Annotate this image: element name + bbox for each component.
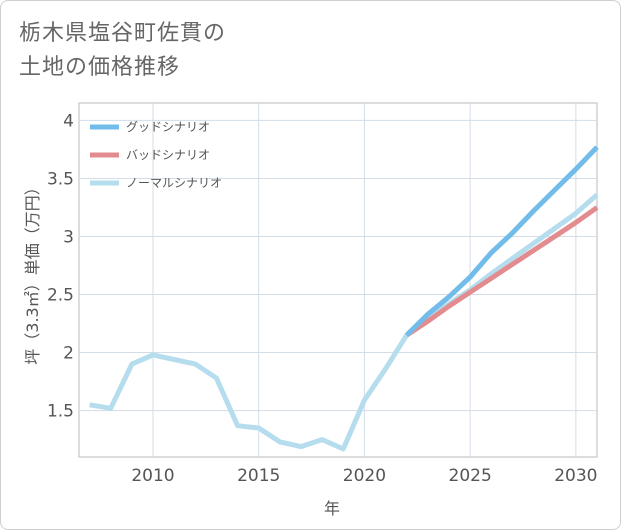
x-tick-label: 2030: [554, 466, 597, 486]
y-tick-label: 2.5: [47, 286, 74, 306]
x-tick-label: 2010: [131, 466, 174, 486]
plot-frame: [78, 102, 598, 458]
legend-label: バッドシナリオ: [126, 148, 210, 162]
chart-title-line-1: 栃木県塩谷町佐貫の: [19, 21, 227, 46]
x-tick-label: 2025: [449, 466, 492, 486]
series-line-0: [404, 145, 599, 337]
y-tick-label: 2: [63, 344, 74, 364]
chart-title: 栃木県塩谷町佐貫の 土地の価格推移: [19, 17, 226, 85]
legend-label: グッドシナリオ: [126, 120, 210, 134]
y-tick-label: 3.5: [47, 169, 74, 189]
legend-label: ノーマルシナリオ: [126, 176, 222, 190]
series-line-1: [405, 205, 599, 338]
y-axis-label: 坪（3.3㎡）単価（万円）: [23, 179, 42, 364]
chart-title-line-2: 土地の価格推移: [19, 55, 181, 80]
series-line-2: [89, 192, 599, 452]
x-tick-label: 2020: [343, 466, 386, 486]
y-tick-label: 1.5: [47, 402, 74, 422]
y-tick-label: 4: [63, 111, 74, 131]
x-axis-label: 年: [324, 499, 340, 518]
x-tick-label: 2015: [237, 466, 280, 486]
y-tick-label: 3: [63, 227, 74, 247]
